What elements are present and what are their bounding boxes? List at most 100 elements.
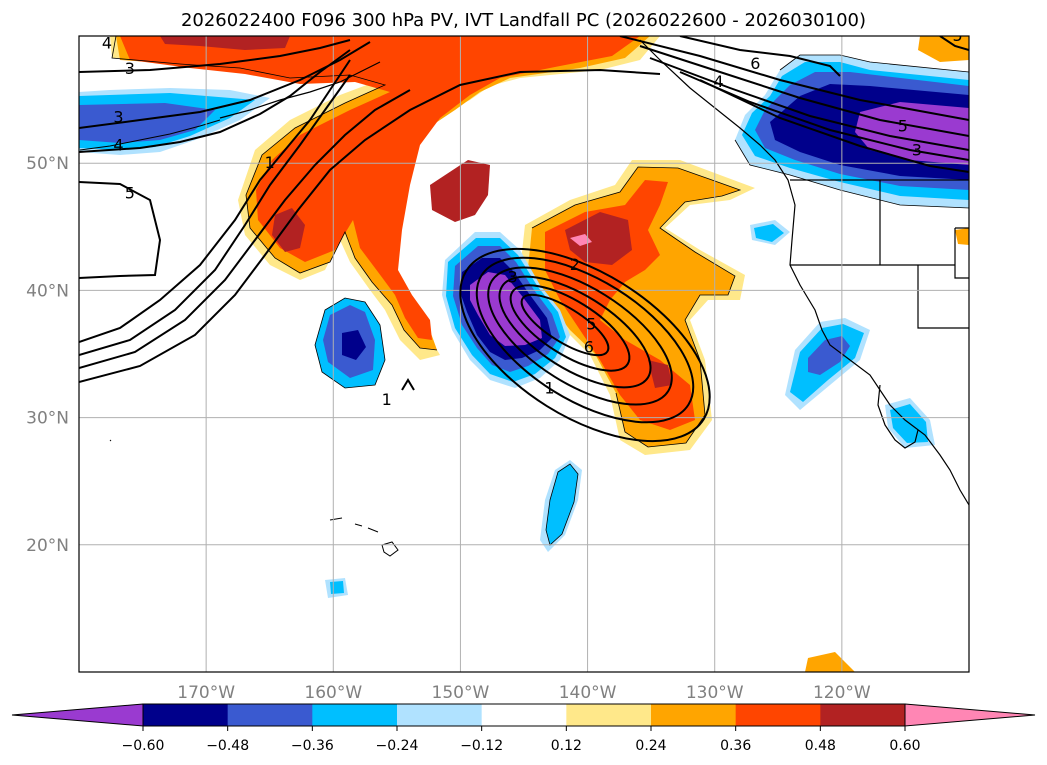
ivt-contours — [79, 36, 969, 443]
outline-ne-lower — [734, 139, 969, 209]
contour-label: 3 — [507, 268, 517, 287]
pv-central-darkred — [565, 212, 632, 265]
aleutian-islands — [79, 119, 221, 151]
pv-coast-2c — [808, 336, 850, 375]
outline-north-band — [111, 36, 438, 351]
contour-sw-c — [79, 89, 411, 369]
pv-south-cyan — [546, 464, 578, 545]
contour-label: 5 — [125, 184, 135, 203]
colorbar-extend-low — [11, 703, 144, 727]
ivt-ellipse-2 — [475, 256, 695, 424]
pv-central-pink — [570, 234, 592, 246]
colorbar-tick-label: −0.24 — [376, 738, 419, 754]
contour-sw-a — [79, 59, 351, 343]
contour-label: 6 — [584, 338, 594, 357]
ivt-ellipse-5 — [509, 284, 631, 372]
colorbar-segment — [566, 704, 652, 726]
lon-tick-label: 130°W — [686, 683, 744, 703]
lon-tick-label: 160°W — [304, 683, 362, 703]
outline-south — [545, 463, 579, 546]
colorbar-segment — [735, 704, 821, 726]
pv-hawaii-blue — [330, 581, 344, 594]
contour-label: 5 — [952, 26, 962, 45]
lat-tick-label: 40°N — [26, 281, 69, 301]
outline-central — [531, 166, 742, 448]
latitude-labels: 50°N 40°N 30°N 20°N — [26, 154, 69, 556]
contour-ne-3 — [649, 57, 969, 151]
ivt-ellipse-1 — [459, 247, 711, 443]
colorbar-tick-label: 0.24 — [635, 738, 666, 754]
contour-ne-6 — [679, 36, 841, 77]
alaska-coast — [219, 61, 381, 119]
lon-tick-label: 170°W — [177, 683, 235, 703]
contour-label: 3 — [125, 59, 135, 78]
ivt-ellipse-3 — [487, 266, 673, 406]
colorbar-tick-label: −0.12 — [460, 738, 503, 754]
pv-east-small — [955, 228, 969, 245]
map-frame — [78, 35, 970, 673]
outline-sw — [314, 297, 386, 389]
colorbar-segment — [312, 704, 398, 726]
north-america-coast — [639, 39, 969, 506]
colorbar-segment — [651, 704, 737, 726]
colorbar-tick-label: −0.60 — [122, 738, 165, 754]
state-border-3 — [917, 265, 969, 329]
colorbar-segment — [143, 704, 229, 726]
colorbar-tick-label: 0.12 — [551, 738, 582, 754]
colorbar-tick-label: −0.36 — [291, 738, 334, 754]
colorbar-tick-label: 0.60 — [889, 738, 920, 754]
colorbar-segment — [227, 704, 313, 726]
pv-sw-navy — [342, 330, 366, 360]
contour-ne-5 — [699, 79, 969, 173]
contour-west-3 — [79, 49, 351, 153]
colorbar-segment — [481, 704, 567, 726]
contour-label: 3 — [912, 140, 922, 159]
contour-ne-1 — [619, 36, 969, 121]
contour-west-5 — [79, 181, 162, 279]
contour-label: 1 — [265, 153, 275, 172]
lat-tick-label: 50°N — [26, 154, 69, 174]
colorbar: −0.60 −0.48 −0.36 −0.24 −0.12 0.12 0.24 0.36 0.4… — [11, 703, 1036, 754]
pv-anomaly-outlines — [111, 36, 969, 546]
colorbar-tick-label: 0.36 — [720, 738, 751, 754]
lon-tick-label: 150°W — [432, 683, 490, 703]
colorbar-segment — [397, 704, 483, 726]
islands — [79, 119, 399, 557]
contour-west-1 — [79, 39, 351, 73]
lat-tick-label: 30°N — [26, 409, 69, 429]
pv-ne-corner — [918, 36, 969, 62]
pv-band-north-red — [120, 36, 640, 340]
contour-label: 2 — [570, 255, 580, 274]
outline-ne — [779, 54, 969, 73]
pv-darkred-south — [648, 360, 672, 388]
contour-label: 4 — [102, 34, 112, 53]
pv-darkred-top — [160, 36, 290, 50]
colorbar-frame — [142, 703, 906, 727]
ivt-ellipse-6 — [520, 293, 610, 357]
contour-sw-b — [79, 74, 351, 356]
lon-tick-label: 140°W — [559, 683, 617, 703]
state-border-4 — [954, 227, 969, 279]
pv-se-blob — [805, 652, 855, 672]
contour-label: 5 — [586, 315, 596, 334]
contour-west-2 — [79, 41, 371, 129]
contour-label: 4 — [713, 72, 723, 91]
contour-label: 1 — [544, 378, 554, 397]
map-title: 2026022400 F096 300 hPa PV, IVT Landfall… — [180, 10, 867, 31]
hawaiian-islands — [329, 517, 399, 557]
colorbar-tick-label: 0.48 — [805, 738, 836, 754]
pv-positive-anomaly-fields — [110, 36, 969, 672]
contour-ne-corner — [939, 36, 969, 51]
coastlines — [219, 39, 969, 506]
pv-coast-1b — [754, 224, 784, 242]
pv-ne-purple — [855, 102, 969, 165]
contour-label: 1 — [382, 390, 392, 409]
contour-label: 6 — [750, 54, 760, 73]
pv-darkred-west — [272, 208, 305, 252]
small-island — [109, 439, 112, 442]
colorbar-extend-high — [904, 703, 1036, 727]
colorbar-segment — [820, 704, 906, 726]
